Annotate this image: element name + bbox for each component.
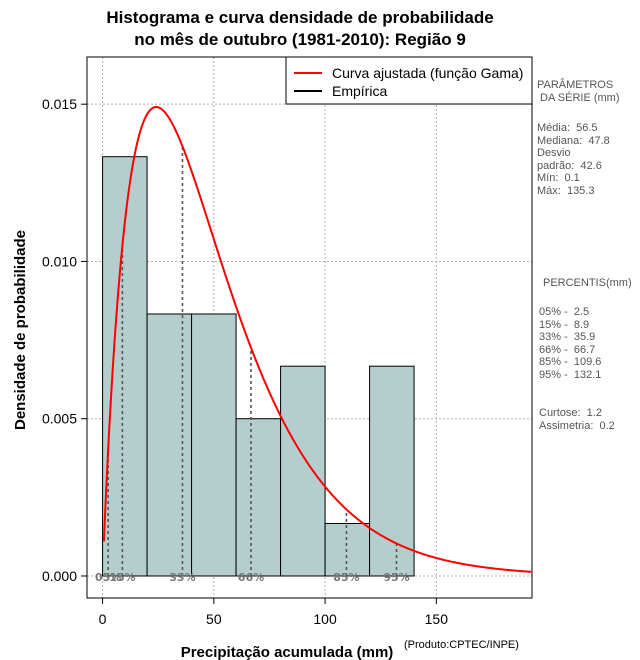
x-tick-label: 150 [425, 611, 449, 627]
histogram-bar-5 [280, 365, 326, 577]
legend: Curva ajustada (função Gama) Empírica [285, 56, 533, 105]
percentile-label-85: 85% [333, 571, 359, 584]
y-tick-label: 0.000 [42, 568, 77, 584]
histogram-bar-2 [146, 313, 193, 577]
x-axis-label: Precipitação acumulada (mm) [181, 644, 394, 660]
params-values: Média: 56.5 Mediana: 47.8 Desvio padrão:… [537, 122, 610, 197]
distribution-stats: Curtose: 1.2 Assimetria: 0.2 [539, 407, 615, 432]
percentis-values: 05% - 2.5 15% - 8.9 33% - 35.9 66% - 66.… [539, 306, 602, 381]
x-tick-label: 50 [206, 611, 222, 627]
percentis-title: PERCENTIS(mm) [543, 277, 632, 289]
histogram-bar-3 [191, 313, 237, 577]
fitted-curve [102, 105, 532, 573]
histogram-bar-4 [235, 418, 282, 577]
chart-title-line-2: no mês de outubro (1981-2010): Região 9 [134, 30, 466, 49]
legend-label-1: Curva ajustada (função Gama) [332, 65, 523, 81]
x-tick-label: 0 [99, 611, 107, 627]
y-tick-label: 0.005 [42, 411, 77, 427]
histogram-bars [102, 156, 415, 577]
legend-box [285, 56, 533, 105]
y-tick-label: 0.010 [42, 253, 77, 269]
percentile-label-95: 95% [383, 571, 409, 584]
histogram-bar-6 [324, 522, 371, 577]
percentile-label-05: 05% [95, 571, 121, 584]
chart-title-line-1: Histograma e curva densidade de probabil… [106, 8, 494, 27]
percentile-label-33: 33% [169, 571, 195, 584]
percentile-label-15: 15% [109, 571, 135, 584]
params-title: PARÂMETROS DA SÉRIE (mm) [537, 79, 620, 104]
y-axis-label: Densidade de probabilidade [12, 230, 29, 430]
gamma-fit-curve [102, 105, 532, 573]
y-tick-label: 0.015 [42, 96, 77, 112]
percentile-markers: 05%15% 33% 66% 85% 95% [95, 146, 410, 584]
product-credit: (Produto:CPTEC/INPE) [404, 639, 519, 651]
histogram-bar-7 [369, 365, 415, 577]
x-tick-label: 100 [313, 611, 337, 627]
percentile-label-66: 66% [238, 571, 264, 584]
legend-label-2: Empírica [332, 83, 387, 99]
